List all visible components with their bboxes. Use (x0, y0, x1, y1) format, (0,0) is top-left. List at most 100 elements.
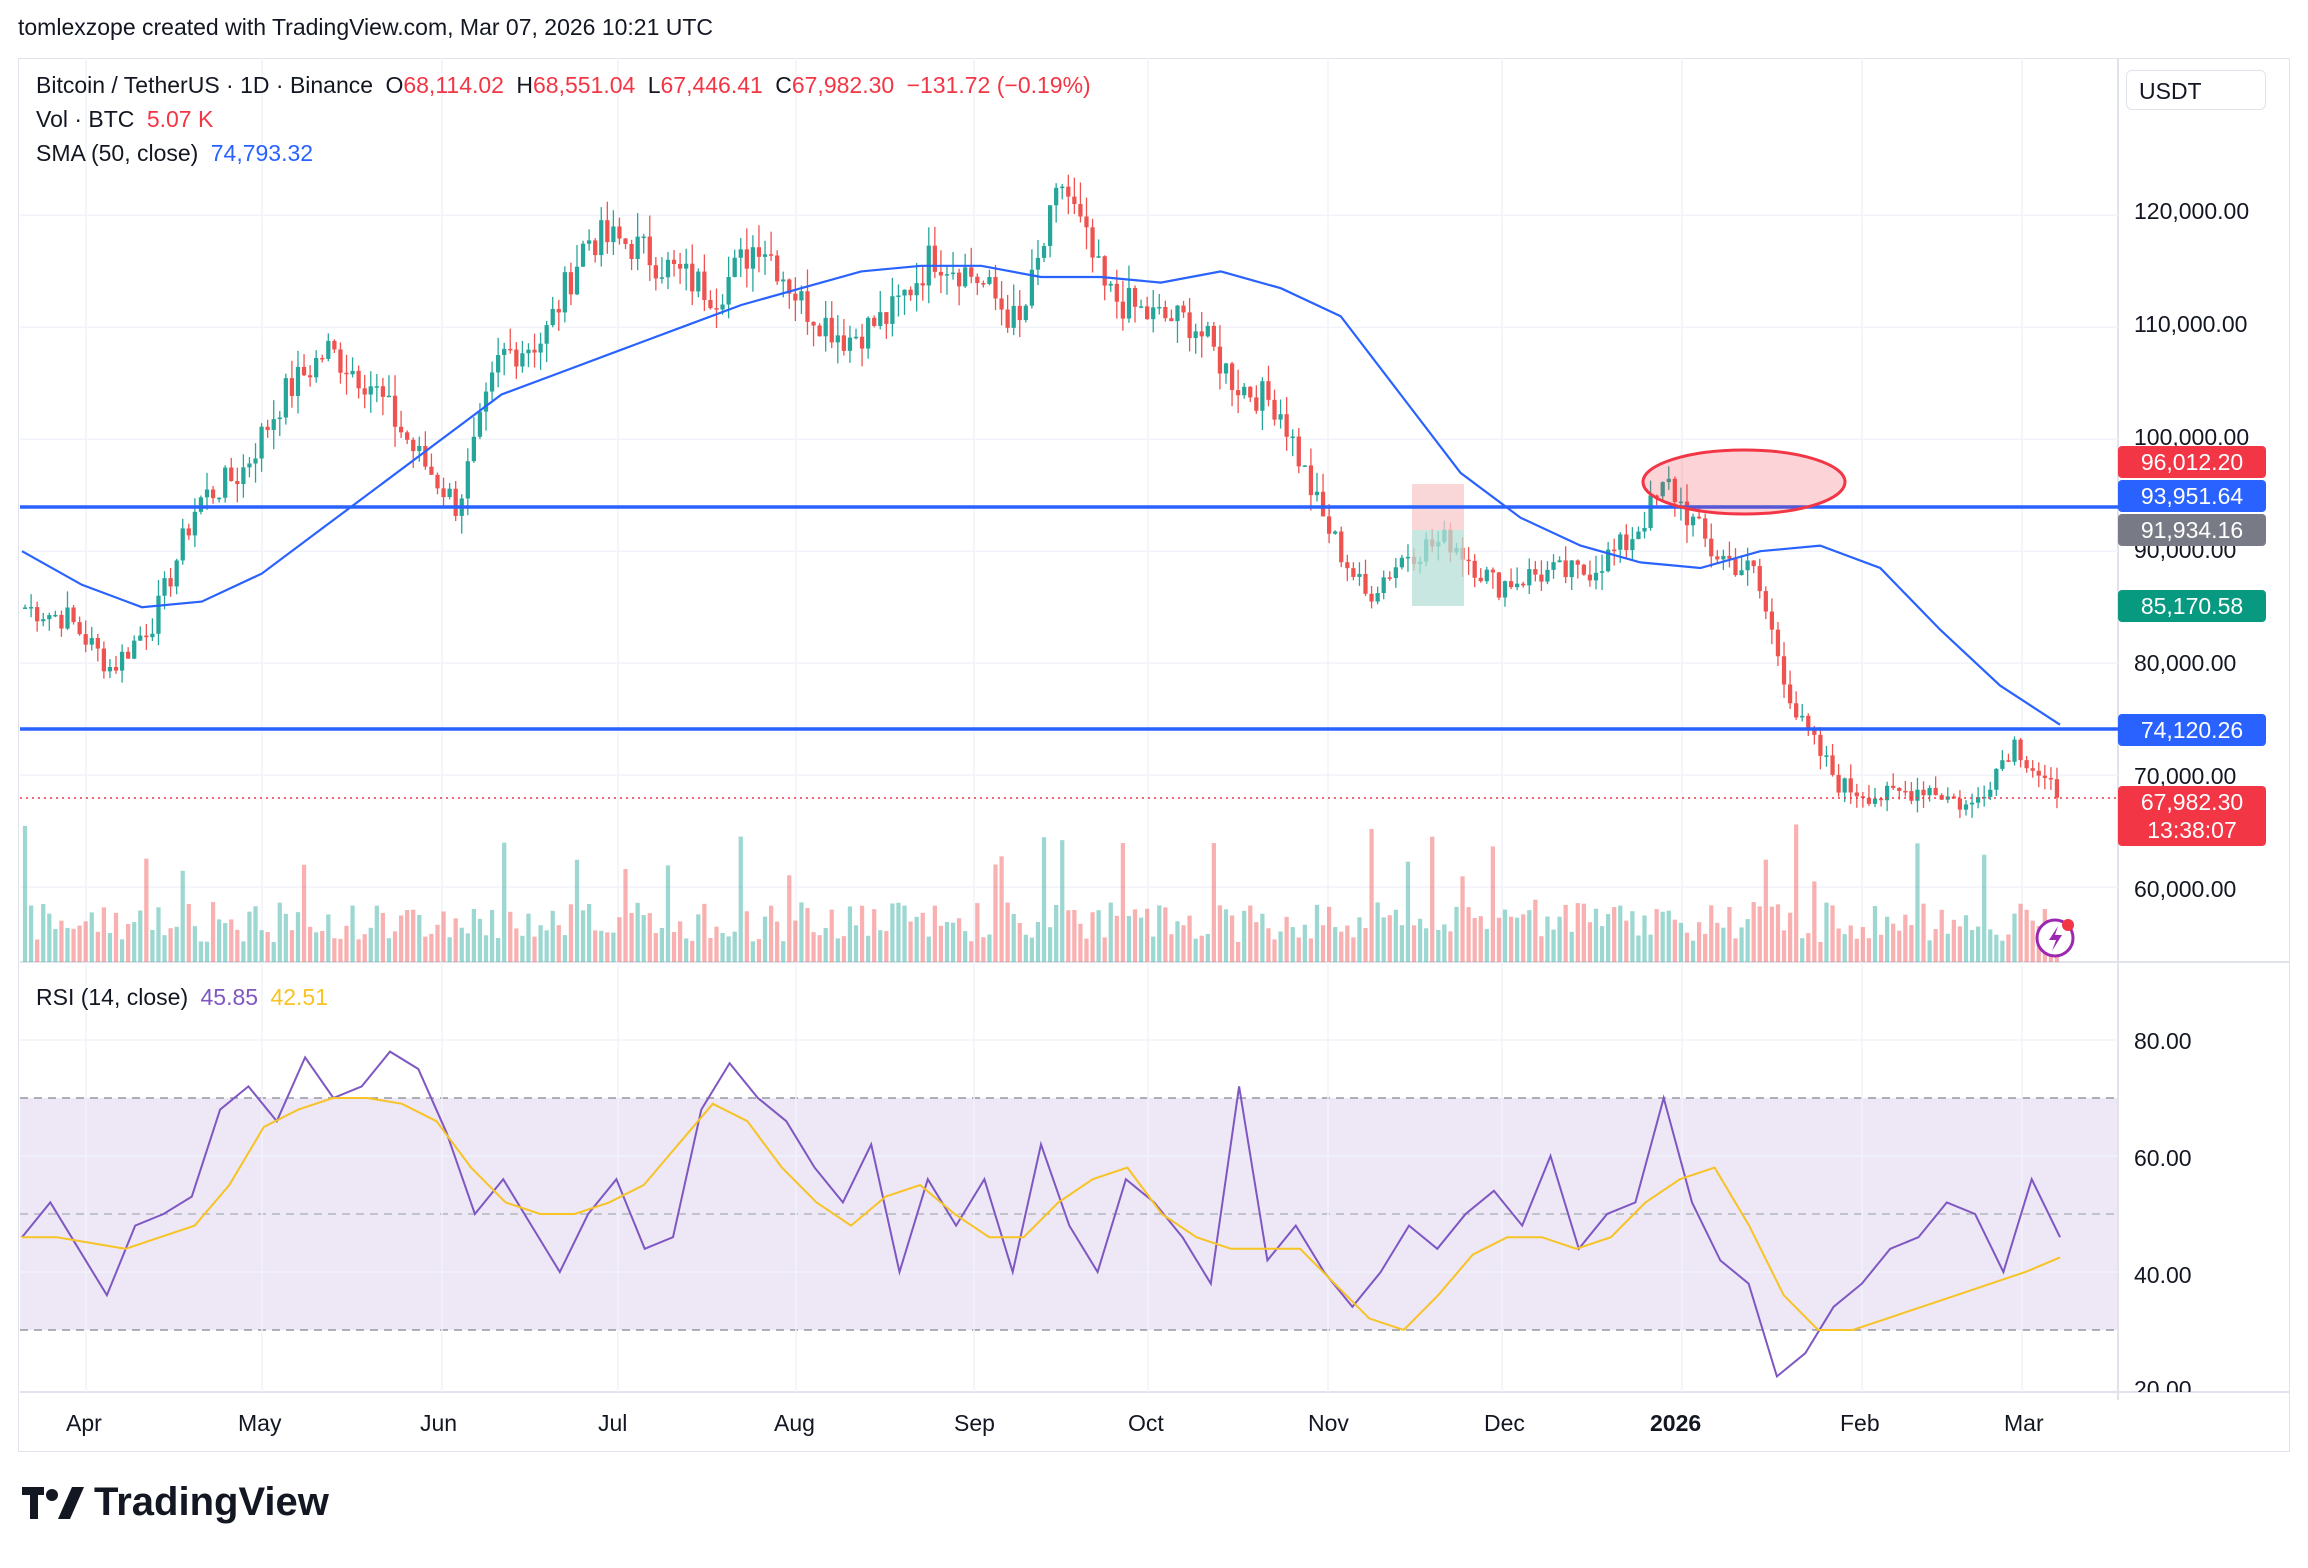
candle-body (914, 283, 919, 296)
volume-bar (1872, 906, 1878, 962)
volume-bar (247, 911, 252, 962)
volume-bar (720, 932, 725, 962)
volume-bar (47, 913, 52, 962)
volume-bar (28, 905, 34, 962)
volume-bars (22, 824, 2060, 962)
candle-body (1478, 577, 1483, 582)
volume-bar (1878, 934, 1884, 962)
candle-body (1848, 778, 1853, 793)
volume-bar (920, 912, 925, 962)
candle-body (799, 291, 804, 301)
volume-bar (556, 925, 561, 962)
volume-bar (186, 904, 191, 962)
candle-body (1096, 256, 1101, 258)
volume-bar (1775, 904, 1781, 962)
volume-bar (1345, 925, 1350, 962)
volume-bar (1381, 917, 1386, 962)
candle-body (1684, 501, 1690, 526)
volume-bar (1727, 907, 1732, 962)
candle-body (453, 488, 458, 516)
candle-body (1466, 559, 1471, 562)
candle-body (762, 254, 768, 257)
volume-bar (1660, 911, 1665, 962)
volume-bar (538, 925, 543, 962)
candle-body (586, 240, 592, 244)
volume-bar (1599, 926, 1605, 962)
volume-bar (1903, 914, 1908, 962)
candle-body (271, 419, 276, 430)
volume-bar (1060, 840, 1065, 962)
volume-bar (295, 912, 301, 962)
candle-body (908, 289, 913, 296)
chart-frame[interactable] (18, 58, 2290, 1452)
candle-body (1891, 785, 1896, 788)
grid (20, 58, 2118, 1392)
volume-bar (332, 938, 337, 962)
candle-body (859, 336, 865, 349)
candle-body (1721, 555, 1726, 560)
volume-bar (1891, 923, 1896, 962)
volume-bar (1054, 904, 1059, 962)
volume-bar (580, 910, 586, 962)
candle-body (1897, 787, 1902, 791)
candle-body (1333, 531, 1338, 534)
volume-bar (944, 921, 950, 962)
volume-bar (307, 926, 313, 962)
lightning-alert-icon[interactable] (2035, 918, 2075, 958)
candle-body (1806, 715, 1811, 730)
volume-bar (532, 936, 537, 962)
sma-label[interactable]: SMA (50, close) (36, 140, 199, 166)
volume-bar (1411, 925, 1417, 962)
volume-bar (896, 902, 901, 962)
volume-bar (423, 936, 428, 962)
volume-bar (1369, 828, 1374, 962)
volume-bar (1393, 909, 1398, 962)
volume-bar (271, 941, 276, 962)
volume-bar (1339, 931, 1344, 962)
candle-body (1375, 593, 1380, 602)
volume-value: 5.07 K (146, 106, 214, 132)
volume-bar (65, 927, 70, 962)
candle-body (1769, 611, 1775, 630)
candle-body (847, 337, 853, 351)
symbol-name[interactable]: Bitcoin / TetherUS · 1D · Binance (36, 72, 374, 98)
currency-unit-button[interactable]: USDT (2126, 70, 2266, 110)
volume-bar (465, 933, 470, 962)
volume-bar (884, 931, 889, 962)
volume-bar (314, 932, 319, 962)
candle-body (574, 266, 580, 295)
candle-body (1994, 768, 1999, 790)
candle-body (787, 279, 792, 294)
candle-body (1381, 577, 1386, 594)
low-value: 67,446.41 (660, 72, 763, 98)
candle-body (1715, 556, 1720, 560)
candle-body (1120, 301, 1126, 319)
candle-body (738, 249, 743, 258)
candle-body (1187, 312, 1192, 339)
low-label: L (647, 72, 661, 98)
candle-body (1903, 790, 1908, 793)
volume-bar (217, 919, 222, 962)
candle-body (950, 272, 956, 275)
volume-bar (1794, 824, 1799, 962)
candle-body (605, 220, 610, 243)
volume-bar (1982, 854, 1987, 962)
candle-body (186, 528, 191, 536)
candle-body (1703, 518, 1708, 539)
candle-body (1508, 581, 1514, 588)
rsi-label[interactable]: RSI (14, close) (36, 984, 189, 1010)
volume-bar (841, 936, 846, 962)
volume-bar (599, 930, 604, 962)
volume-bar (144, 858, 149, 962)
candle-body (1624, 534, 1629, 551)
volume-label[interactable]: Vol · BTC (36, 106, 135, 132)
volume-bar (1951, 919, 1956, 962)
tradingview-logo[interactable]: TradingView (22, 1480, 329, 1525)
volume-bar (2024, 909, 2029, 962)
watermark-header: tomlexzope created with TradingView.com,… (18, 14, 714, 40)
candle-body (1369, 593, 1374, 602)
candle-body (1236, 390, 1241, 396)
volume-bar (1436, 929, 1441, 962)
candle-body (1539, 574, 1544, 582)
